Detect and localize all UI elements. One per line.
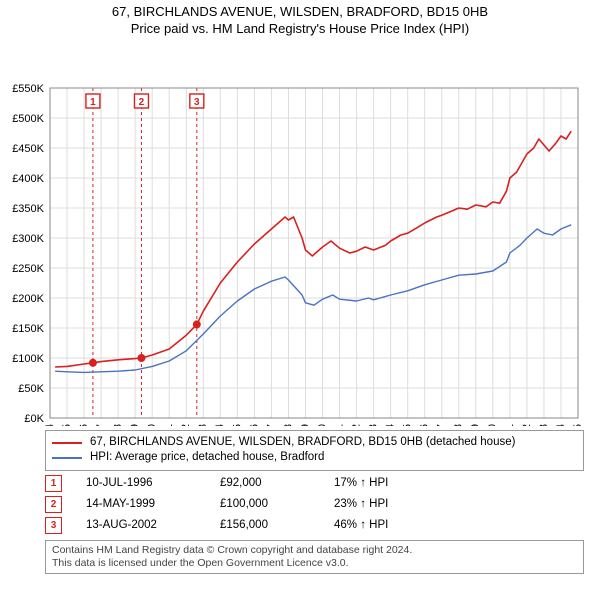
svg-text:2000: 2000: [146, 424, 158, 426]
title-line-1: 67, BIRCHLANDS AVENUE, WILSDEN, BRADFORD…: [0, 4, 600, 21]
legend-item: 67, BIRCHLANDS AVENUE, WILSDEN, BRADFORD…: [52, 435, 577, 451]
svg-text:2018: 2018: [453, 424, 465, 426]
svg-text:1: 1: [90, 97, 96, 108]
svg-text:2005: 2005: [231, 424, 243, 426]
event-date: 14-MAY-1999: [86, 498, 196, 510]
legend-item: HPI: Average price, detached house, Brad…: [52, 450, 577, 466]
title-line-2: Price paid vs. HM Land Registry's House …: [0, 21, 600, 38]
event-marker: 2: [45, 496, 62, 513]
svg-text:2003: 2003: [197, 424, 209, 426]
svg-text:2017: 2017: [436, 424, 448, 426]
svg-text:2014: 2014: [385, 424, 397, 426]
legend-swatch: [52, 457, 82, 459]
svg-text:2007: 2007: [265, 424, 277, 426]
svg-text:£450K: £450K: [12, 143, 44, 155]
event-price: £156,000: [220, 519, 310, 531]
event-marker: 1: [45, 475, 62, 492]
svg-text:2016: 2016: [419, 424, 431, 426]
svg-text:2: 2: [139, 97, 145, 108]
svg-text:2008: 2008: [282, 424, 294, 426]
svg-text:£150K: £150K: [12, 323, 44, 335]
svg-text:1995: 1995: [61, 424, 73, 426]
svg-text:2020: 2020: [487, 424, 499, 426]
svg-text:2009: 2009: [299, 424, 311, 426]
svg-text:2025: 2025: [572, 424, 584, 426]
svg-text:3: 3: [194, 97, 200, 108]
svg-text:2021: 2021: [504, 424, 516, 426]
svg-text:2019: 2019: [470, 424, 482, 426]
svg-text:2024: 2024: [555, 424, 567, 426]
svg-text:2011: 2011: [333, 424, 345, 426]
event-date: 13-AUG-2002: [86, 519, 196, 531]
event-price: £92,000: [220, 477, 310, 489]
svg-text:1994: 1994: [44, 424, 56, 426]
svg-text:£250K: £250K: [12, 263, 44, 275]
svg-text:£200K: £200K: [12, 293, 44, 305]
event-pct: 23% ↑ HPI: [334, 498, 434, 510]
svg-text:£400K: £400K: [12, 173, 44, 185]
legend-label: 67, BIRCHLANDS AVENUE, WILSDEN, BRADFORD…: [90, 435, 515, 451]
svg-text:2002: 2002: [180, 424, 192, 426]
event-pct: 46% ↑ HPI: [334, 519, 434, 531]
svg-text:1997: 1997: [95, 424, 107, 426]
svg-text:£50K: £50K: [18, 383, 44, 395]
svg-text:1999: 1999: [129, 424, 141, 426]
svg-text:2015: 2015: [402, 424, 414, 426]
event-row: 1 10-JUL-1996 £92,000 17% ↑ HPI: [45, 475, 584, 492]
svg-text:2010: 2010: [316, 424, 328, 426]
legend-label: HPI: Average price, detached house, Brad…: [90, 450, 324, 466]
svg-text:£300K: £300K: [12, 233, 44, 245]
legend: 67, BIRCHLANDS AVENUE, WILSDEN, BRADFORD…: [45, 430, 584, 471]
svg-text:£500K: £500K: [12, 113, 44, 125]
svg-text:£100K: £100K: [12, 353, 44, 365]
event-marker: 3: [45, 517, 62, 534]
svg-text:2023: 2023: [538, 424, 550, 426]
attribution: Contains HM Land Registry data © Crown c…: [45, 540, 584, 574]
chart-container: { "title_line1": "67, BIRCHLANDS AVENUE,…: [0, 0, 600, 590]
svg-text:1998: 1998: [112, 424, 124, 426]
events-table: 1 10-JUL-1996 £92,000 17% ↑ HPI 2 14-MAY-1999…: [45, 475, 584, 534]
legend-swatch: [52, 442, 82, 444]
attribution-line-2: This data is licensed under the Open Gov…: [52, 557, 577, 570]
chart-title: 67, BIRCHLANDS AVENUE, WILSDEN, BRADFORD…: [0, 0, 600, 38]
svg-text:2004: 2004: [214, 424, 226, 426]
svg-text:1996: 1996: [78, 424, 90, 426]
svg-text:2001: 2001: [163, 424, 175, 426]
svg-text:£550K: £550K: [12, 83, 44, 95]
svg-text:£350K: £350K: [12, 203, 44, 215]
event-price: £100,000: [220, 498, 310, 510]
line-chart: £0K £50K £100K £150K £200K £250K £300K £350K £40…: [0, 38, 600, 426]
svg-text:2006: 2006: [248, 424, 260, 426]
event-row: 2 14-MAY-1999 £100,000 23% ↑ HPI: [45, 496, 584, 513]
svg-text:2012: 2012: [350, 424, 362, 426]
svg-text:2013: 2013: [368, 424, 380, 426]
event-pct: 17% ↑ HPI: [334, 477, 434, 489]
event-row: 3 13-AUG-2002 £156,000 46% ↑ HPI: [45, 517, 584, 534]
attribution-line-1: Contains HM Land Registry data © Crown c…: [52, 544, 577, 557]
svg-text:2022: 2022: [521, 424, 533, 426]
event-date: 10-JUL-1996: [86, 477, 196, 489]
svg-text:£0K: £0K: [24, 413, 44, 425]
